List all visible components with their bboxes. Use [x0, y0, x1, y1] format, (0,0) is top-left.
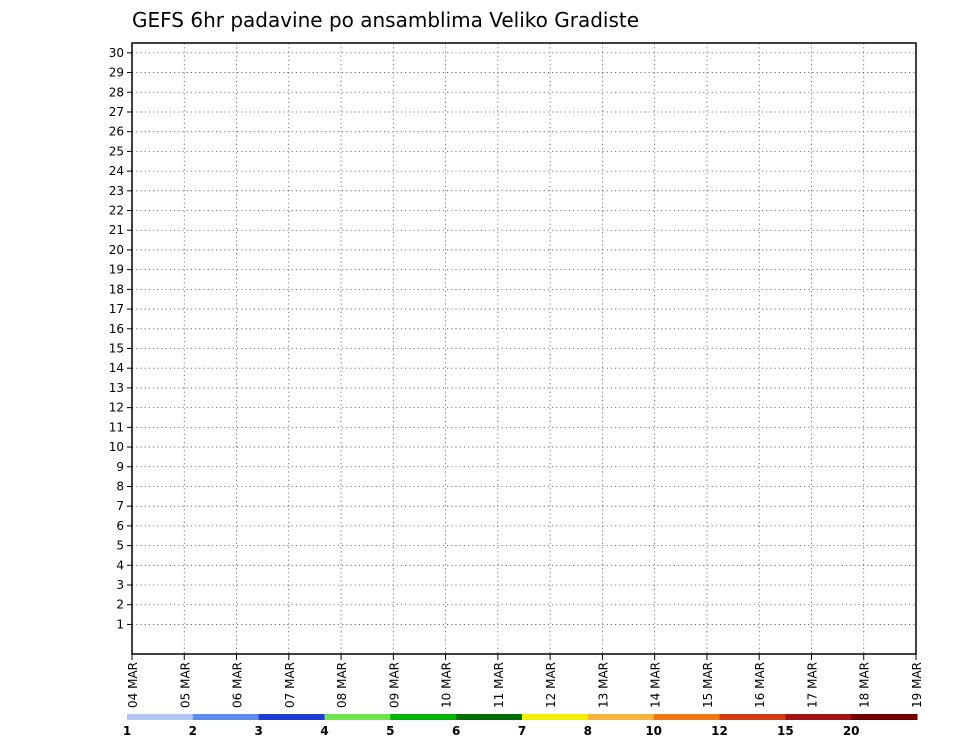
y-tick-label: 8 [116, 479, 124, 493]
colorbar-swatch [719, 714, 786, 720]
y-axis: 1234567891011121314151617181920212223242… [109, 46, 132, 631]
y-tick-label: 2 [116, 598, 124, 612]
y-tick-label: 14 [109, 361, 124, 375]
colorbar-label: 15 [777, 724, 794, 738]
colorbar-swatch [456, 714, 523, 720]
y-tick-label: 24 [109, 164, 124, 178]
x-tick-label: 16 MAR [753, 662, 767, 708]
x-tick-label: 15 MAR [701, 662, 715, 708]
colorbar-swatch [324, 714, 391, 720]
y-tick-label: 13 [109, 381, 124, 395]
x-tick-label: 19 MAR [910, 662, 924, 708]
colorbar-label: 6 [452, 724, 460, 738]
colorbar-swatch [522, 714, 589, 720]
colorbar-swatch [587, 714, 655, 720]
y-tick-label: 18 [109, 282, 124, 296]
y-tick-label: 30 [109, 46, 124, 60]
colorbar-swatch [127, 714, 194, 720]
x-axis: 04 MAR 05 MAR 06 MAR 07 MAR 08 MAR 09 MAR 10 M… [126, 654, 924, 708]
y-tick-label: 28 [109, 85, 124, 99]
x-tick-label: 14 MAR [649, 662, 663, 708]
y-tick-label: 6 [116, 519, 124, 533]
chart-title: GEFS 6hr padavine po ansamblima Veliko G… [132, 8, 639, 32]
colorbar-swatch [390, 714, 457, 720]
colorbar-label: 5 [386, 724, 394, 738]
colorbar-label: 8 [584, 724, 592, 738]
colorbar-label: 1 [123, 724, 131, 738]
y-tick-label: 5 [116, 539, 124, 553]
x-tick-label: 09 MAR [387, 662, 401, 708]
y-tick-label: 3 [116, 578, 124, 592]
y-tick-label: 9 [116, 460, 124, 474]
colorbar-label: 3 [254, 724, 262, 738]
y-tick-label: 23 [109, 184, 124, 198]
y-tick-label: 4 [116, 558, 124, 572]
y-tick-label: 11 [109, 420, 124, 434]
colorbar: 1 2 3 4 5 6 7 8 10 12 15 20 [123, 714, 918, 738]
grid [132, 43, 916, 654]
colorbar-swatch [851, 714, 918, 720]
colorbar-swatch [653, 714, 720, 720]
colorbar-label: 2 [189, 724, 197, 738]
y-tick-label: 29 [109, 66, 124, 80]
colorbar-label: 10 [645, 724, 662, 738]
y-tick-label: 19 [109, 263, 124, 277]
y-tick-label: 10 [109, 440, 124, 454]
colorbar-swatch [258, 714, 325, 720]
y-tick-label: 12 [109, 401, 124, 415]
colorbar-label: 20 [843, 724, 860, 738]
colorbar-swatch [192, 714, 260, 720]
y-tick-label: 20 [109, 243, 124, 257]
x-tick-label: 18 MAR [858, 662, 872, 708]
y-tick-label: 1 [116, 617, 124, 631]
x-tick-label: 17 MAR [805, 662, 819, 708]
colorbar-label: 12 [711, 724, 728, 738]
x-tick-label: 04 MAR [126, 662, 140, 708]
y-tick-label: 7 [116, 499, 124, 513]
x-tick-label: 11 MAR [492, 662, 506, 708]
colorbar-label: 7 [518, 724, 526, 738]
colorbar-swatch [785, 714, 852, 720]
y-tick-label: 16 [109, 322, 124, 336]
y-tick-label: 25 [109, 144, 124, 158]
colorbar-label: 4 [320, 724, 328, 738]
x-tick-label: 07 MAR [283, 662, 297, 708]
y-tick-label: 26 [109, 125, 124, 139]
y-tick-label: 15 [109, 342, 124, 356]
x-tick-label: 05 MAR [178, 662, 192, 708]
y-tick-label: 27 [109, 105, 124, 119]
x-tick-label: 08 MAR [335, 662, 349, 708]
x-tick-label: 06 MAR [231, 662, 245, 708]
x-tick-label: 12 MAR [544, 662, 558, 708]
x-tick-label: 10 MAR [440, 662, 454, 708]
y-tick-label: 17 [109, 302, 124, 316]
y-tick-label: 22 [109, 204, 124, 218]
x-tick-label: 13 MAR [596, 662, 610, 708]
y-tick-label: 21 [109, 223, 124, 237]
